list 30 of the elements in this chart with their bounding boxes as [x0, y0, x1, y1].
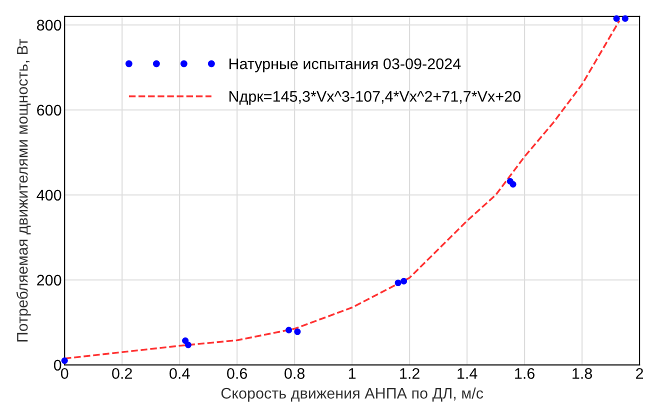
y-tick-label: 800 [37, 20, 62, 31]
point [61, 357, 68, 364]
point [400, 278, 408, 284]
x-tick-label: 0.4 [170, 368, 190, 379]
point [286, 326, 292, 334]
y-tick-label: 200 [37, 274, 62, 286]
x-tick-label: 1.4 [458, 368, 478, 379]
point [613, 15, 620, 22]
point [184, 342, 192, 348]
y-tick-label: 0 [54, 360, 62, 371]
point [510, 180, 516, 188]
legend-label: Натурные испытания 03-09-2024 [229, 58, 461, 72]
y-tick-label: 600 [37, 104, 62, 116]
x-tick-label: 2 [636, 368, 644, 379]
point [182, 337, 189, 344]
x-tick-label: 0.8 [284, 368, 305, 379]
x-tick-label: 1.2 [400, 368, 420, 379]
y-tick-label: 400 [36, 190, 62, 201]
point [394, 280, 402, 286]
point [294, 328, 301, 336]
x-tick-label: 1.6 [515, 368, 534, 379]
point [622, 15, 628, 22]
y-axis-title: Потребляемая движителями мощность, Вт [16, 38, 31, 342]
x-tick-label: 1.8 [572, 368, 592, 379]
x-tick-label: 0 [60, 368, 68, 379]
x-axis-title: Скорость движения АНПА по ДЛ, м/с [221, 387, 484, 402]
x-tick-label: 0.2 [112, 368, 132, 379]
x-tick-label: 0.6 [227, 368, 248, 379]
text: Nдрк=145,3*Vx^3-107,4*Vx^2+71,7*Vx+20 [229, 91, 520, 105]
x-tick-label: 1 [348, 368, 356, 379]
